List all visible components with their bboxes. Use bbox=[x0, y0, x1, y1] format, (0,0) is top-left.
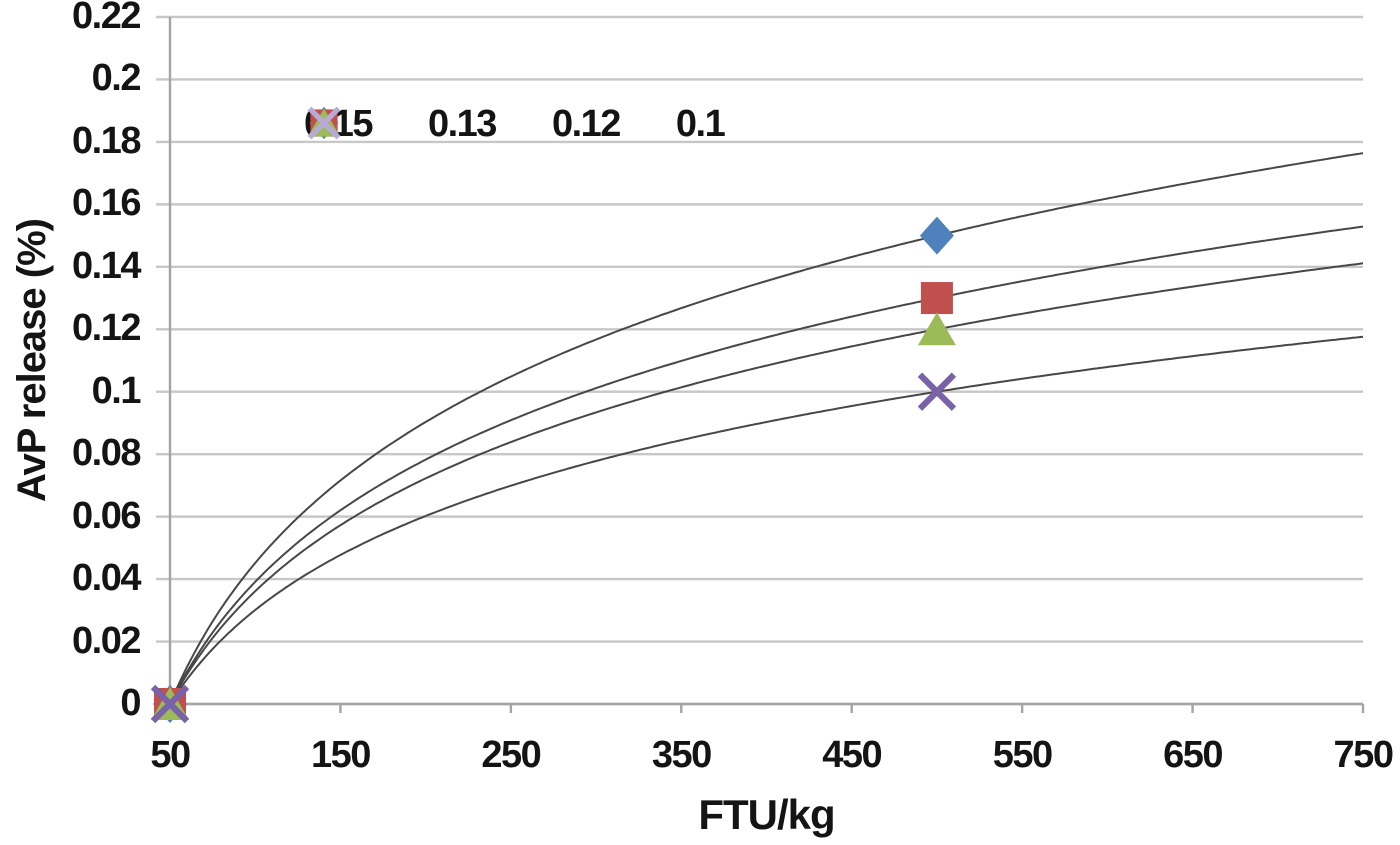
x-marker-icon bbox=[150, 684, 190, 724]
y-tick-label: 0.16 bbox=[72, 182, 141, 225]
y-axis-title: AvP release (%) bbox=[9, 219, 54, 502]
y-tick-label: 0 bbox=[120, 681, 141, 724]
trendline-0.12 bbox=[169, 262, 1364, 705]
x-tick-label: 250 bbox=[481, 734, 541, 776]
diamond-marker-icon bbox=[919, 216, 954, 255]
legend-item-0.13: 0.13 bbox=[310, 103, 497, 145]
y-tick-label: 0.06 bbox=[72, 494, 141, 537]
x-tick-label: 550 bbox=[992, 734, 1053, 776]
legend-label: 0.12 bbox=[551, 103, 621, 145]
legend-label: 0.1 bbox=[675, 103, 726, 145]
trendline-0.1 bbox=[169, 335, 1364, 705]
x-tick-label: 50 bbox=[150, 734, 191, 776]
trendline-0.15 bbox=[169, 152, 1364, 705]
x-marker-icon bbox=[917, 372, 957, 411]
y-axis-title-wrap: AvP release (%) bbox=[4, 17, 60, 704]
y-tick-label: 0.12 bbox=[72, 307, 141, 350]
trendline-0.13 bbox=[169, 225, 1364, 705]
y-tick-label: 0.1 bbox=[91, 369, 142, 412]
x-axis-title: FTU/kg bbox=[698, 791, 835, 838]
x-marker-icon bbox=[307, 106, 341, 140]
y-tick-label: 0.08 bbox=[72, 432, 141, 475]
y-tick-label: 0.2 bbox=[91, 57, 142, 100]
x-tick-label: 350 bbox=[651, 734, 712, 776]
legend-item-0.1: 0.1 bbox=[307, 103, 726, 145]
triangle-marker-icon bbox=[917, 312, 956, 346]
legend-label: 0.13 bbox=[427, 103, 497, 145]
legend-x-icon bbox=[307, 106, 341, 140]
x-tick-label: 450 bbox=[822, 734, 882, 776]
y-tick-label: 0.18 bbox=[72, 119, 141, 162]
x-tick-label: 650 bbox=[1163, 734, 1223, 776]
y-tick-label: 0.02 bbox=[72, 619, 141, 662]
y-tick-label: 0.04 bbox=[72, 556, 141, 599]
x-tick-label: 150 bbox=[310, 734, 371, 776]
x-tick-label: 750 bbox=[1333, 734, 1394, 776]
square-marker-icon bbox=[920, 282, 953, 315]
legend: 0.15 0.13 0.12 0.1 bbox=[304, 99, 726, 149]
y-tick-label: 0.22 bbox=[72, 0, 141, 37]
y-tick-label: 0.14 bbox=[72, 244, 141, 287]
legend-item-0.12: 0.12 bbox=[307, 103, 621, 145]
